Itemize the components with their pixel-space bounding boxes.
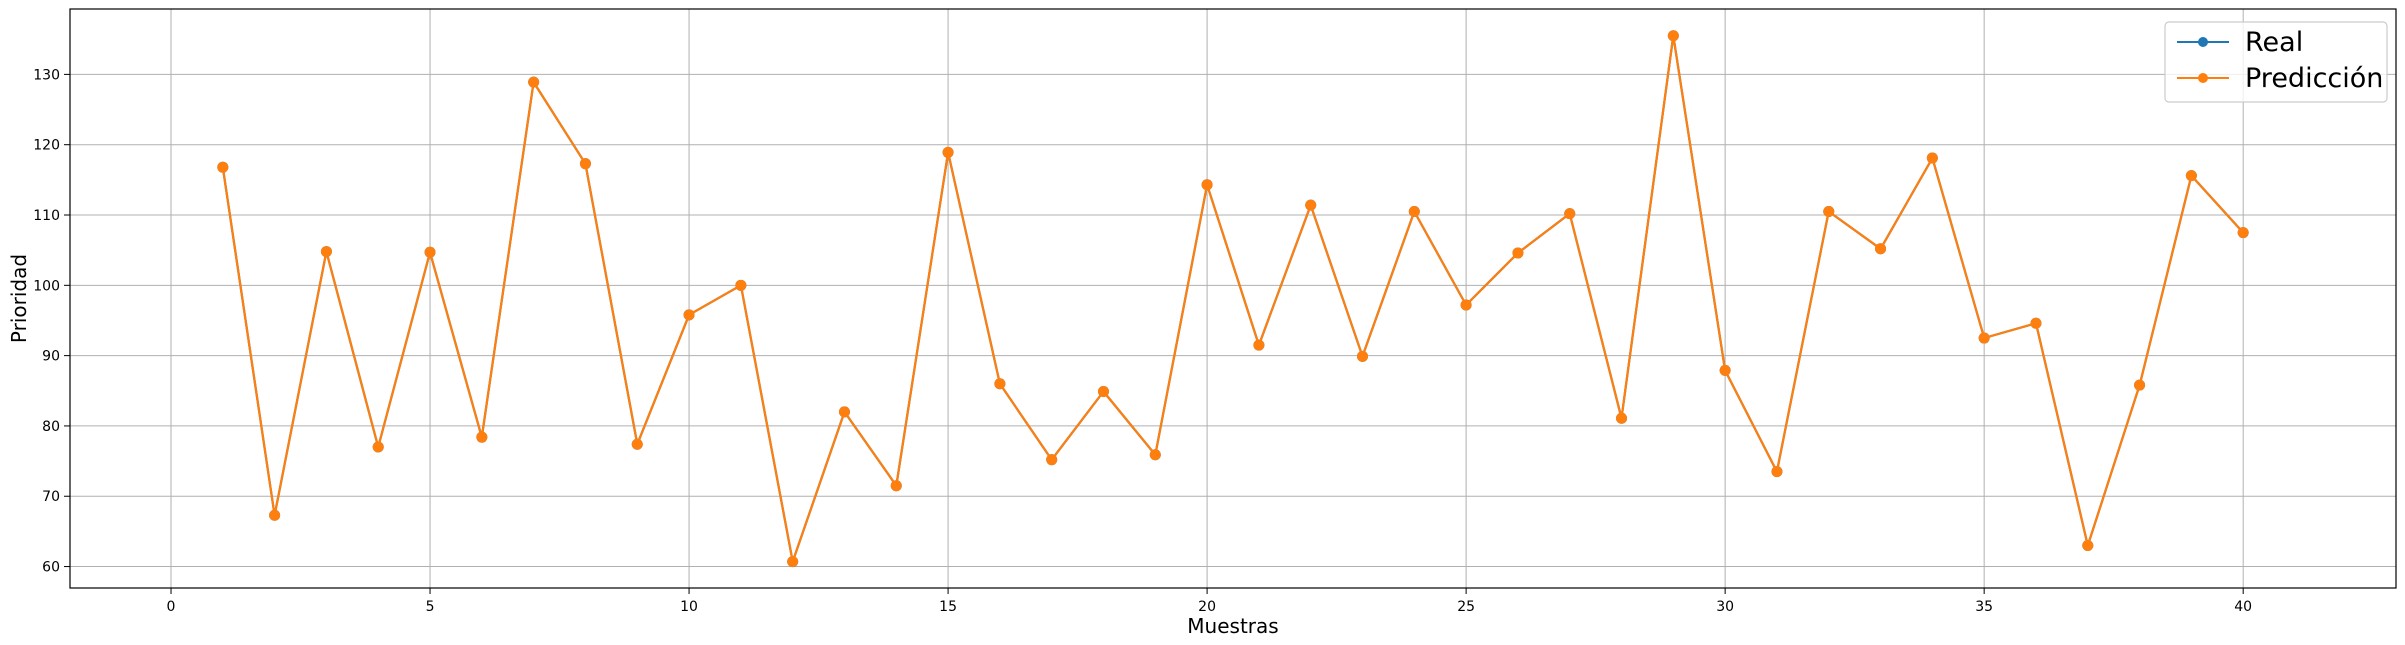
y-tick-label: 80 [42,419,60,435]
data-point [1408,205,1420,217]
data-point [269,509,281,521]
data-point [1875,243,1887,255]
data-point [1149,449,1161,461]
x-tick-label: 30 [1716,599,1734,615]
data-point [1460,299,1472,311]
y-tick-label: 90 [42,349,60,365]
legend-marker-real [2198,37,2208,47]
data-point [2185,170,2197,182]
data-point [2030,317,2042,329]
x-tick-label: 10 [680,599,698,615]
legend: Real Predicción [2164,21,2388,103]
data-point [890,480,902,492]
data-point [683,309,695,321]
series-layer [217,30,2249,568]
data-point [1823,205,1835,217]
x-tick-label: 0 [167,599,176,615]
data-point [1978,332,1990,344]
data-point [320,246,332,258]
data-point [579,158,591,170]
y-tick-label: 130 [33,67,60,83]
x-tick-label: 35 [1975,599,1993,615]
y-tick-label: 110 [33,208,60,224]
data-point [424,246,436,258]
ticks: 0 5 10 15 20 25 30 35 40 60 70 80 90 100 110 120 130 [33,67,2252,615]
data-point [1201,179,1213,191]
data-point [528,76,540,88]
data-point [2134,379,2146,391]
y-tick-label: 70 [42,489,60,505]
legend-entry-prediccion: Predicción [2177,63,2383,94]
data-point [217,161,229,173]
data-point [1771,466,1783,478]
data-point [735,279,747,291]
data-point [476,431,488,443]
data-point [2237,227,2249,239]
legend-label-real: Real [2245,27,2303,58]
data-point [372,441,384,453]
data-point [994,378,1006,390]
data-point [1512,247,1524,259]
x-tick-label: 40 [2234,599,2252,615]
data-point [1926,152,1938,164]
data-point [838,406,850,418]
series-0 [217,30,2249,568]
data-point [942,146,954,158]
x-tick-label: 25 [1457,599,1475,615]
y-tick-label: 60 [42,560,60,576]
data-point [1305,199,1317,211]
series-line [221,34,2245,563]
y-axis-label: Prioridad [7,254,31,343]
data-point [631,438,643,450]
x-axis-label: Muestras [1187,614,1278,638]
series-1 [217,30,2249,568]
data-point [2082,539,2094,551]
legend-label-prediccion: Predicción [2245,63,2383,94]
y-tick-label: 100 [33,278,60,294]
data-point [1667,30,1679,42]
grid [70,9,2396,588]
legend-entry-real: Real [2177,27,2303,58]
x-tick-label: 5 [426,599,435,615]
series-line [221,34,2245,563]
legend-marker-prediccion [2198,73,2208,83]
data-point [787,556,799,568]
x-tick-label: 20 [1198,599,1216,615]
y-tick-label: 120 [33,138,60,154]
data-point [1046,454,1058,466]
data-point [1253,339,1265,351]
data-point [1616,412,1628,424]
data-point [1564,208,1576,220]
data-point [1357,350,1369,362]
data-point [1097,385,1109,397]
x-tick-label: 15 [939,599,957,615]
plot-frame [69,8,2397,589]
data-point [1719,364,1731,376]
